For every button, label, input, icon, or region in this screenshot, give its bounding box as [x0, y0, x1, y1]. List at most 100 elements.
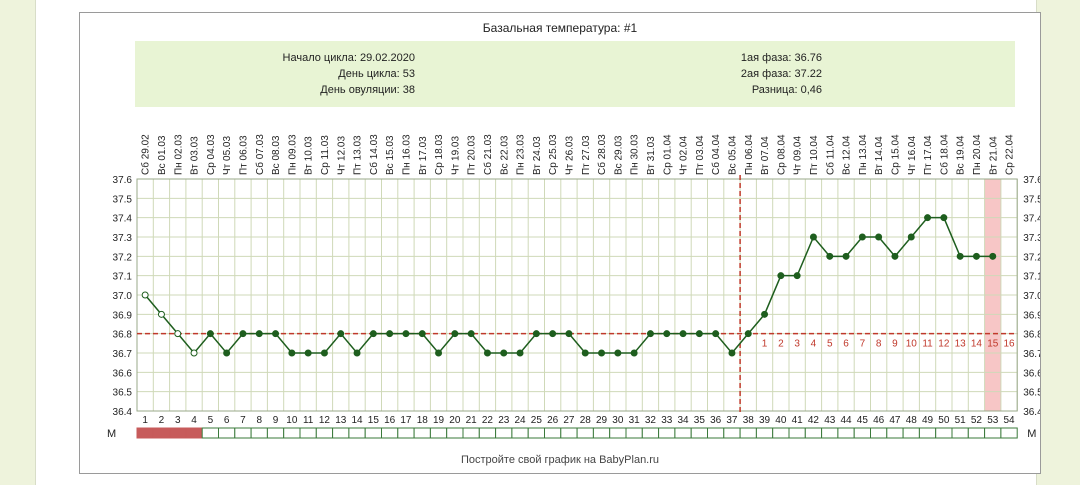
temperature-point [223, 349, 231, 357]
date-label: Пн 09.03 [287, 134, 298, 175]
day-number: 49 [922, 415, 934, 426]
day-number: 13 [335, 415, 347, 426]
temperature-point [842, 252, 850, 260]
temperature-point [907, 233, 915, 241]
temperature-point [288, 349, 296, 357]
date-label: Вт 07.04 [760, 136, 771, 175]
menstruation-cell [1000, 427, 1018, 439]
day-number: 32 [645, 415, 657, 426]
date-label: Пн 13.04 [858, 134, 869, 175]
day-number: 9 [273, 415, 279, 426]
menstruation-cell [967, 427, 986, 439]
date-label: Пн 23.03 [516, 134, 527, 175]
luteal-day-number: 1 [762, 339, 768, 350]
y-tick-label-right: 37.5 [1023, 194, 1040, 205]
day-number: 17 [400, 415, 412, 426]
y-tick-label-right: 36.4 [1023, 407, 1040, 418]
day-number: 26 [547, 415, 559, 426]
y-tick-label-left: 36.8 [113, 330, 133, 341]
menstruation-cell [641, 427, 660, 439]
y-tick-label-left: 37.5 [113, 194, 133, 205]
date-label: Пн 16.03 [401, 134, 412, 175]
day-number: 48 [906, 415, 918, 426]
footer-note[interactable]: Постройте свой график на BabyPlan.ru [460, 454, 660, 466]
menstruation-cell [804, 427, 823, 439]
menstruation-cell [250, 427, 268, 439]
temperature-point [826, 252, 834, 260]
temperature-point [369, 330, 377, 338]
date-label: Сб 21.03 [482, 134, 494, 175]
day-number: 34 [677, 415, 689, 426]
temperature-point [972, 252, 980, 260]
temperature-point [663, 330, 671, 338]
luteal-day-number: 3 [794, 339, 800, 350]
date-label: Пт 20.03 [467, 135, 478, 175]
menstruation-cell [902, 427, 920, 439]
menstruation-cell [984, 427, 1002, 439]
day-number: 1 [142, 415, 148, 426]
date-label: Вт 21.04 [988, 136, 999, 175]
day-number: 14 [351, 415, 363, 426]
menstruation-cell [690, 427, 709, 439]
day-number: 25 [531, 415, 543, 426]
difference-value: Разница: 0,46 [751, 84, 822, 96]
menstruation-cell [788, 427, 806, 439]
day-number: 16 [384, 415, 396, 426]
day-number: 44 [840, 415, 852, 426]
date-label: Вс 29.03 [613, 135, 624, 175]
temperature-point [206, 330, 214, 338]
temperature-point [467, 330, 475, 338]
menstruation-cell [397, 427, 415, 439]
luteal-day-number: 6 [843, 339, 849, 350]
menstruation-cell [201, 427, 219, 439]
menstruation-cell [723, 427, 741, 439]
date-label: Пт 17.04 [923, 135, 934, 175]
day-number: 29 [596, 415, 608, 426]
day-number: 31 [629, 415, 641, 426]
temperature-point [418, 330, 426, 338]
menstruation-cell [348, 427, 366, 439]
day-number: 52 [971, 415, 983, 426]
temperature-point [532, 330, 540, 338]
day-number: 2 [159, 415, 165, 426]
y-tick-label-right: 37.2 [1023, 252, 1040, 263]
menstruation-cell [674, 427, 692, 439]
menstruation-cell [429, 427, 448, 439]
temperature-point [304, 349, 312, 357]
date-label: Вт 03.03 [190, 136, 201, 175]
date-label: Чт 19.03 [450, 136, 461, 175]
date-label: Ср 04.03 [206, 134, 217, 175]
temperature-point [614, 349, 622, 357]
date-label: Чт 09.04 [793, 136, 804, 175]
day-number: 46 [873, 415, 885, 426]
menstruation-cell [560, 427, 578, 439]
date-label: Чт 05.03 [222, 136, 233, 175]
luteal-day-number: 4 [811, 339, 817, 350]
temperature-point [581, 349, 589, 357]
day-number: 5 [208, 415, 214, 426]
day-number: 20 [449, 415, 461, 426]
menstruation-cell [266, 427, 285, 439]
menstruation-label-left: М [107, 428, 116, 440]
menstruation-cell [951, 427, 969, 439]
date-label: Вс 15.03 [385, 135, 396, 175]
menstruation-cell [870, 427, 888, 439]
menstruation-cell [381, 427, 399, 439]
date-label: Вс 19.04 [956, 135, 967, 175]
date-label: Пт 03.04 [695, 135, 706, 175]
temperature-point [141, 291, 149, 299]
day-number: 51 [955, 415, 967, 426]
menstruation-cell [283, 427, 301, 439]
y-tick-label-right: 37.4 [1023, 214, 1040, 225]
day-number: 33 [661, 415, 673, 426]
day-number: 3 [175, 415, 181, 426]
temperature-point [646, 330, 654, 338]
temperature-point [190, 349, 198, 357]
luteal-day-number: 8 [876, 339, 882, 350]
day-number: 8 [256, 415, 262, 426]
menstruation-cell [707, 427, 725, 439]
menstruation-label-right: М [1027, 428, 1036, 440]
chart-frame: Базальная температура: #1 Начало цикла: … [79, 12, 1041, 474]
date-label: Вт 17.03 [418, 136, 429, 175]
day-number: 7 [240, 415, 246, 426]
